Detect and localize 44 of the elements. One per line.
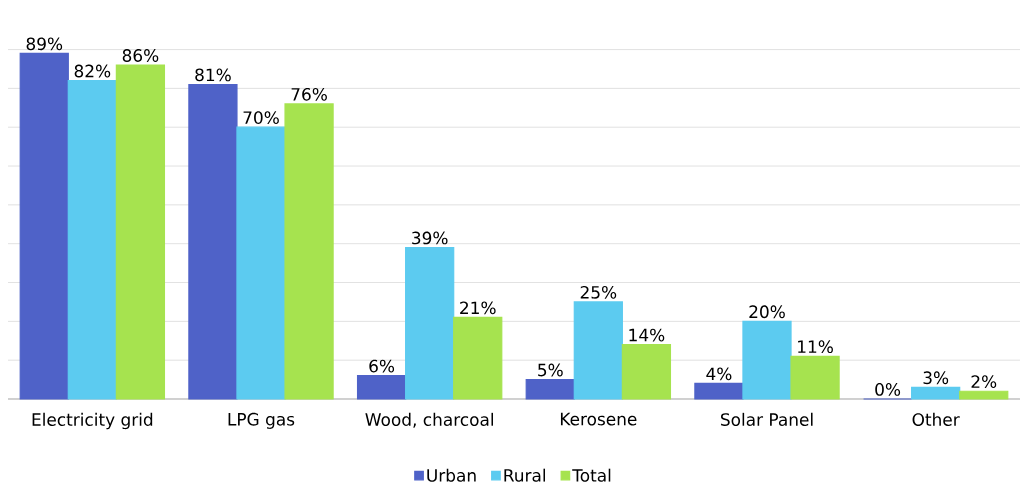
data-label: 4% [706, 367, 732, 381]
bar [453, 316, 503, 400]
x-tick-label: Wood, charcoal [365, 412, 494, 428]
bar [356, 375, 407, 400]
data-label: 89% [26, 37, 63, 51]
bar [188, 83, 238, 400]
data-label: 70% [243, 111, 279, 125]
x-tick-label: Electricity grid [32, 412, 153, 430]
data-label: 5% [538, 363, 563, 377]
data-label: 82% [74, 64, 111, 78]
bar [19, 52, 69, 400]
data-label: 14% [629, 328, 665, 342]
x-tick-label: Kerosene [560, 412, 637, 426]
bar [790, 355, 840, 400]
data-label: 0% [875, 382, 901, 396]
legend-label: Rural [504, 468, 546, 482]
legend-label: Urban [427, 468, 476, 482]
data-label: 20% [749, 305, 785, 319]
bar [742, 320, 792, 400]
data-label: 39% [412, 231, 448, 245]
bar [573, 301, 623, 400]
bar [284, 103, 334, 400]
data-label: 6% [369, 359, 395, 373]
bar [405, 246, 455, 400]
data-label: 76% [291, 87, 327, 101]
data-label: 3% [923, 371, 949, 385]
bar [694, 382, 744, 400]
x-tick-label: Solar Panel [720, 412, 813, 426]
bar [236, 126, 286, 400]
bar [67, 80, 117, 400]
bar [115, 64, 166, 400]
data-label: 21% [460, 301, 496, 315]
data-label: 86% [122, 49, 159, 62]
bar [911, 386, 961, 400]
bar [959, 390, 1009, 400]
legend-label: Total [572, 468, 611, 482]
data-label: 11% [798, 340, 833, 354]
data-label: 25% [580, 285, 617, 299]
bar [525, 378, 575, 400]
bar [621, 344, 672, 400]
data-label: 2% [971, 375, 997, 389]
data-label: 81% [195, 68, 231, 82]
x-tick-label: LPG gas [228, 412, 295, 429]
x-tick-label: Other [912, 412, 960, 426]
